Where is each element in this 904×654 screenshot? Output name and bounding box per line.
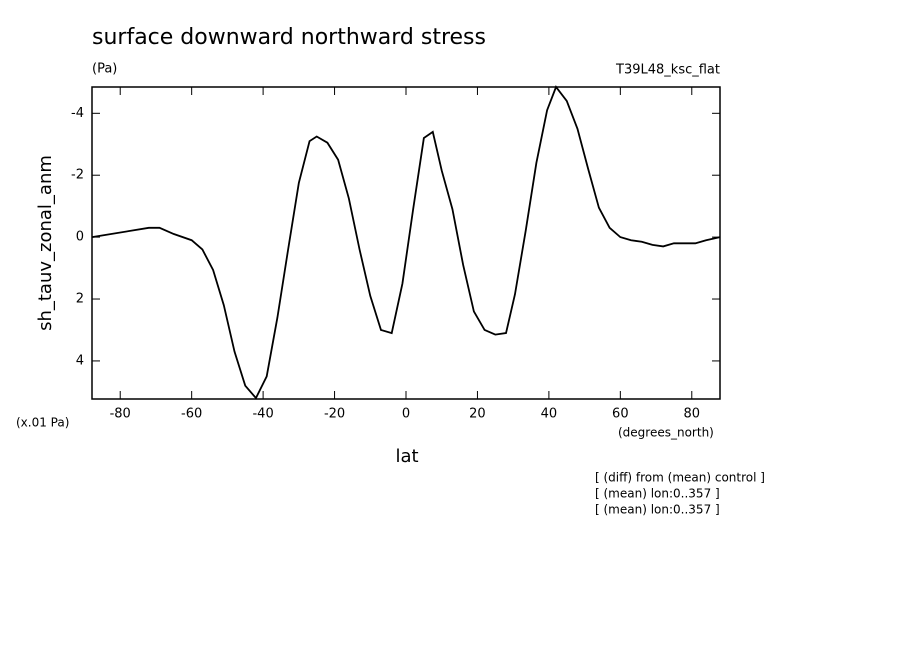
- line-series: [91, 85, 721, 400]
- x-tick-label: -80: [110, 407, 131, 422]
- x-tick-label: -20: [324, 407, 345, 422]
- x-tick-label: -40: [252, 407, 273, 422]
- note: [ (diff) from (mean) control ]: [595, 471, 765, 485]
- y-tick-label: -2: [71, 168, 84, 183]
- x-tick-label: 60: [612, 407, 629, 422]
- note: [ (mean) lon:0..357 ]: [595, 487, 720, 501]
- x-tick-label: -60: [181, 407, 202, 422]
- y-tick-label: 2: [76, 292, 84, 307]
- x-tick-label: 40: [541, 407, 558, 422]
- run-label: T39L48_ksc_flat: [615, 63, 720, 78]
- y-tick-label: -4: [71, 106, 84, 121]
- x-tick-label: 80: [684, 407, 701, 422]
- y-axis-title: sh_tauv_zonal_anm: [35, 155, 56, 331]
- plot-frame: [91, 86, 721, 400]
- chart-subtitle: (Pa): [92, 62, 117, 77]
- x-unit: (degrees_north): [618, 426, 714, 440]
- y-tick-label: 4: [76, 353, 84, 368]
- x-axis-title: lat: [395, 446, 418, 467]
- x-tick-label: 0: [402, 407, 410, 422]
- y-tick-label: 0: [76, 230, 84, 245]
- note: [ (mean) lon:0..357 ]: [595, 503, 720, 517]
- x-tick-label: 20: [469, 407, 486, 422]
- y-unit: (x.01 Pa): [16, 416, 69, 430]
- chart-title: surface downward northward stress: [92, 25, 486, 50]
